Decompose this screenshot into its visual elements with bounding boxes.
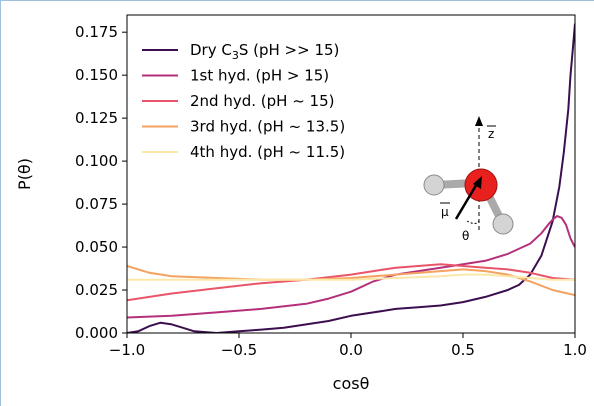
x-tick-label: 1.0 xyxy=(563,341,587,359)
legend-label-3: 2nd hyd. (pH ~ 15) xyxy=(190,92,334,110)
x-tick-label: 0.0 xyxy=(339,341,363,359)
series-line-5 xyxy=(127,273,575,281)
z-arrow-head xyxy=(475,116,483,126)
x-tick-label: −1.0 xyxy=(109,341,145,359)
legend-label-5: 4th hyd. (pH ~ 11.5) xyxy=(190,143,345,161)
y-axis-ticks: 0.000 0.025 0.050 0.075 0.100 0.125 0.150 0.175 xyxy=(75,23,127,342)
series-line-1 xyxy=(127,23,575,333)
y-tick-label: 0.075 xyxy=(75,195,118,213)
hydrogen-atom-right xyxy=(492,213,514,235)
y-tick-label: 0.000 xyxy=(75,324,118,342)
series-layer xyxy=(127,23,575,333)
y-tick-label: 0.025 xyxy=(75,281,118,299)
legend-label-2: 1st hyd. (pH > 15) xyxy=(190,67,329,85)
series-line-2 xyxy=(127,215,575,319)
theta-arc xyxy=(466,220,480,224)
y-tick-label: 0.150 xyxy=(75,66,118,84)
y-tick-label: 0.125 xyxy=(75,109,118,127)
y-tick-label: 0.100 xyxy=(75,152,118,170)
legend: Dry C3S (pH >> 15) 1st hyd. (pH > 15) 2nd … xyxy=(142,41,345,161)
x-axis-label: cosθ xyxy=(333,374,370,393)
water-molecule-inset: z μ θ xyxy=(423,116,514,243)
legend-label-4: 3rd hyd. (pH ~ 13.5) xyxy=(190,118,345,136)
z-label: z xyxy=(488,127,494,141)
series-line-3 xyxy=(127,263,575,302)
y-tick-label: 0.175 xyxy=(75,23,118,41)
legend-label-1: Dry C3S (pH >> 15) xyxy=(190,41,339,62)
series-line-4 xyxy=(127,265,575,297)
plot-area-frame xyxy=(126,14,576,334)
x-tick-label: 0.5 xyxy=(451,341,475,359)
x-axis-ticks: −1.0 −0.5 0.0 0.5 1.0 xyxy=(109,333,587,359)
y-axis-label: P(θ) xyxy=(15,158,34,190)
hydrogen-atom-left xyxy=(423,174,445,196)
dipole-arrow-head xyxy=(473,176,482,189)
theta-label: θ xyxy=(462,229,469,243)
mu-label: μ xyxy=(441,205,449,219)
x-tick-label: −0.5 xyxy=(221,341,257,359)
dipole-vector xyxy=(454,181,480,220)
y-tick-label: 0.050 xyxy=(75,238,118,256)
